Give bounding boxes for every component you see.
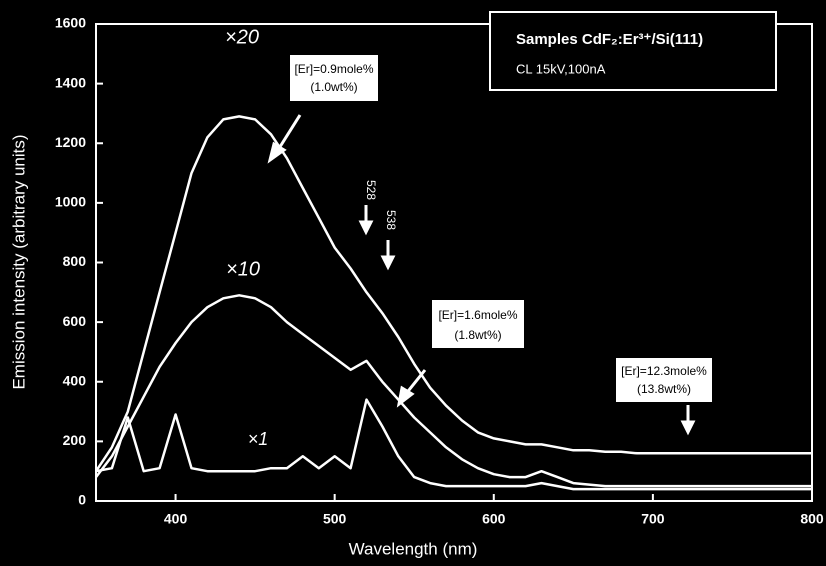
annotation: ×1 — [248, 429, 269, 449]
y-tick-label: 1600 — [55, 15, 86, 31]
series-line — [94, 115, 812, 472]
y-tick-label: 800 — [63, 253, 87, 269]
annotation: CL 15kV,100nA — [516, 61, 606, 76]
series-line — [95, 294, 812, 488]
annotation: (13.8wt%) — [637, 382, 691, 396]
x-tick-label: 700 — [641, 511, 665, 527]
x-tick-label: 500 — [323, 511, 347, 527]
x-tick-label: 400 — [164, 511, 188, 527]
x-tick-label: 800 — [800, 511, 824, 527]
y-tick-label: 400 — [63, 372, 87, 388]
series-line — [95, 398, 812, 491]
annotation: 528 — [364, 180, 378, 200]
y-tick-label: 1200 — [55, 134, 86, 150]
annotation: (1.0wt%) — [310, 80, 357, 94]
y-tick-label: 1400 — [55, 74, 86, 90]
y-axis-title: Emission intensity (arbitrary units) — [9, 134, 28, 389]
annotation: ×20 — [225, 26, 259, 48]
x-tick-label: 600 — [482, 511, 506, 527]
annotation-box — [616, 358, 712, 402]
y-tick-label: 1000 — [55, 194, 86, 210]
plot-frame — [95, 23, 813, 502]
annotation: [Er]=1.6mole% — [438, 308, 517, 322]
arrows — [267, 114, 696, 436]
annotation-box — [432, 300, 524, 348]
annotation: 538 — [384, 210, 398, 230]
annotation-box — [290, 55, 378, 101]
annotation: [Er]=0.9mole% — [294, 62, 373, 76]
info-box — [489, 11, 777, 91]
annotation: [Er]=12.3mole% — [621, 364, 707, 378]
x-axis-title: Wavelength (nm) — [349, 539, 478, 558]
y-tick-label: 200 — [63, 432, 87, 448]
annotation: (1.8wt%) — [454, 328, 501, 342]
annotation: ×10 — [226, 258, 260, 280]
y-tick-label: 600 — [63, 313, 87, 329]
y-tick-label: 0 — [78, 492, 86, 508]
annotation: Samples CdF₂:Er³⁺/Si(111) — [516, 31, 703, 48]
